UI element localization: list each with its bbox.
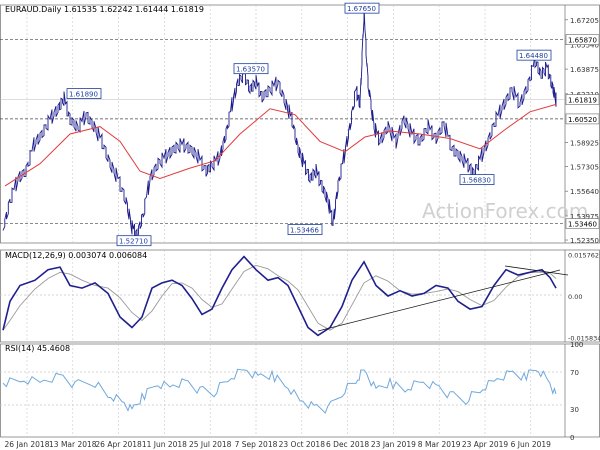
price-panel: EURAUD.Daily 1.61535 1.62242 1.61444 1.6… [0,2,600,247]
price-series-line [2,5,557,241]
price-tick-label: 1.65540 [570,41,599,49]
peak-label-text: 1.52710 [119,238,148,246]
peak-label-box [66,88,102,99]
macd-tick-label: 0.015762 [568,252,599,260]
x-tick-label: 13 Mar 2018 [49,440,97,449]
rsi-axis-ticks: 100 70 30 0 [570,341,583,442]
macd-panel: MACD(12,26,9) 0.003074 0.006084 0.015762… [0,251,600,343]
x-tick-label: 6 Dec 2018 [326,440,369,449]
peak-label-box [459,174,495,186]
x-tick-label: 26 Apr 2018 [95,440,142,449]
peak-label-box [287,224,323,235]
macd-series-line [2,255,557,337]
x-tick-label: 7 Sep 2018 [235,440,278,449]
watermark-text: ActionForex.com [422,199,588,223]
price-tick-label: 1.63875 [570,66,599,74]
boxed-level-box [565,94,600,105]
x-tick-label: 23 Oct 2018 [279,440,326,449]
macd-resistance-trendline [504,265,569,276]
peak-label-text: 1.53466 [290,227,319,235]
price-tick-label: 1.58925 [570,140,599,148]
x-tick-label: 25 Jul 2018 [189,440,232,449]
boxed-level-label: 1.61819 [568,97,597,105]
price-tick-label: 1.57305 [570,164,599,172]
boxed-level-label: 1.53460 [568,221,597,229]
price-tick-label: 1.52350 [570,237,599,245]
x-tick-label: 8 Mar 2019 [418,440,461,449]
peak-label-text: 1.67650 [347,5,376,13]
price-tick-label: 1.53975 [570,213,599,221]
boxed-level-labels: 1.65870 1.61819 1.60520 1.53460 [565,34,600,229]
macd-tick-label: 0.00 [568,293,582,301]
boxed-level-label: 1.60520 [568,116,597,124]
x-tick-label: 26 Jan 2018 [5,440,50,449]
boxed-level-box [565,34,600,45]
peak-label-text: 1.56830 [462,177,491,185]
rsi-panel: RSI(14) 45.4608 100 70 30 0 [0,341,583,442]
peak-label-box [233,63,269,75]
x-tick-label: 6 Jun 2019 [511,440,552,449]
macd-tick-label: -0.015834 [568,335,600,343]
boxed-level-label: 1.65870 [568,37,597,45]
boxed-level-box [565,113,600,125]
peak-label-box [516,49,552,61]
peak-label-box [116,235,152,247]
peak-label-text: 1.61890 [69,91,98,99]
price-tick-label: 1.67205 [570,17,599,25]
x-tick-label: 11 Jun 2018 [142,440,187,449]
x-tick-label: 23 Apr 2019 [462,440,509,449]
rsi-tick-label: 30 [570,406,579,414]
rsi-header: RSI(14) 45.4608 [5,344,70,353]
macd-axis-ticks: 0.015762 0.00 -0.015834 [568,252,600,343]
vertical-grid [26,5,532,437]
rsi-tick-label: 100 [570,341,583,349]
peak-label-text: 1.64480 [519,52,548,60]
rsi-tick-label: 0 [570,434,574,442]
peak-label-text: 1.63570 [236,66,265,74]
price-tick-label: 1.55640 [570,188,599,196]
peak-label-box [344,2,380,14]
rsi-series-line [2,368,557,414]
rsi-tick-label: 70 [570,369,579,377]
macd-support-trendline [317,269,561,332]
x-tick-label: 23 Jan 2019 [371,440,416,449]
peak-labels: 1.61890 1.52710 1.63570 1.53466 1.67650 1.568… [66,2,552,247]
macd-header: MACD(12,26,9) 0.003074 0.006084 [5,251,147,260]
ema-series-line [4,103,557,187]
boxed-level-box [565,218,600,229]
price-dashed-levels [0,39,565,224]
price-header: EURAUD.Daily 1.61535 1.62242 1.61444 1.6… [5,5,204,14]
